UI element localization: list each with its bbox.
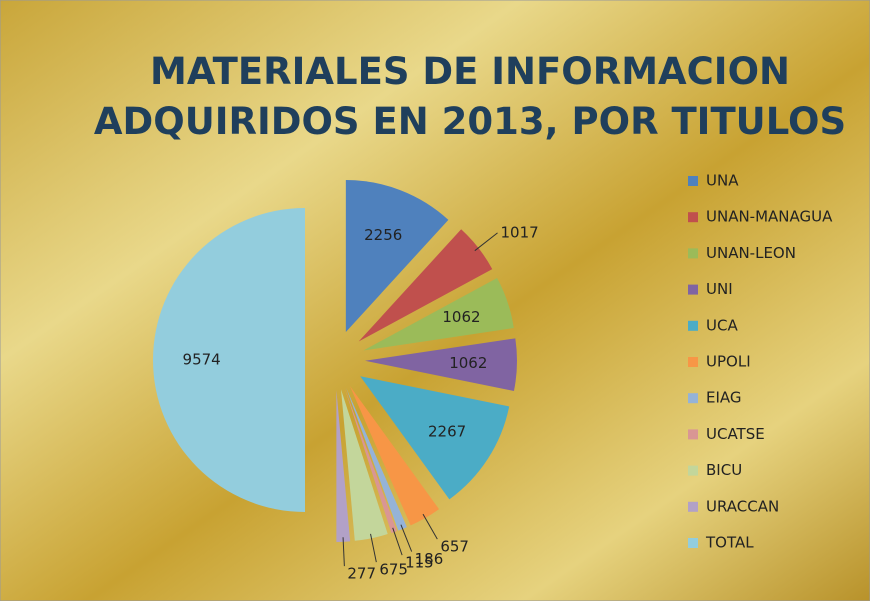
pie-slice xyxy=(344,388,397,534)
legend-label: UNI xyxy=(706,280,733,298)
data-label: 115 xyxy=(405,554,434,572)
legend-label: UCA xyxy=(706,316,738,334)
legend-swatch xyxy=(688,501,698,512)
leader-line xyxy=(392,527,403,556)
data-label: 1062 xyxy=(449,354,487,372)
legend-label: EIAG xyxy=(706,389,742,407)
legend-swatch xyxy=(688,357,698,367)
pie-slice xyxy=(153,208,305,512)
legend-label: URACCAN xyxy=(706,497,779,515)
chart-title: MATERIALES DE INFORMACION ADQUIRIDOS EN 2… xyxy=(94,50,846,143)
legend-label: BICU xyxy=(706,461,742,479)
leader-line xyxy=(400,524,413,552)
data-label: 675 xyxy=(379,561,408,579)
leader-line xyxy=(370,533,377,563)
pie-slice xyxy=(349,386,440,526)
legend-label: UNAN-LEON xyxy=(706,244,796,262)
leader-line xyxy=(342,537,345,567)
legend-swatch xyxy=(688,176,698,186)
legend-swatch xyxy=(688,538,698,548)
leader-line xyxy=(422,513,438,540)
chart-title: MATERIALES DE INFORMACION ADQUIRIDOS EN 2… xyxy=(94,50,846,143)
leader-line xyxy=(474,232,498,252)
legend-label: TOTAL xyxy=(705,534,754,552)
legend-swatch xyxy=(688,393,698,404)
pie-slice xyxy=(364,338,517,391)
legend-label: UPOLI xyxy=(706,353,751,371)
data-label: 2256 xyxy=(364,226,402,244)
pie-slice xyxy=(346,387,407,531)
legend-swatch xyxy=(688,248,698,259)
pie-slice xyxy=(341,389,388,541)
legend-swatch xyxy=(688,212,698,223)
data-label: 657 xyxy=(440,538,469,556)
pie-slice xyxy=(360,376,510,500)
data-label: 1017 xyxy=(501,223,539,241)
legend-label: UNAN-MANAGUA xyxy=(706,208,833,226)
legend-swatch xyxy=(688,284,698,295)
data-label: 9574 xyxy=(183,351,221,369)
data-label: 2267 xyxy=(428,423,466,441)
pie-slice xyxy=(345,180,449,333)
data-label: 186 xyxy=(415,550,444,568)
data-label: 1062 xyxy=(442,308,480,326)
legend-swatch xyxy=(688,465,698,476)
legend-label: UNA xyxy=(706,172,739,190)
pie-slice xyxy=(358,229,493,342)
legend: UNA UNAN-MANAGUA UNAN-LEON UNI UCA UPOLI EIAG U… xyxy=(688,172,833,552)
pie-slice xyxy=(363,278,514,351)
pie-slice xyxy=(336,389,351,542)
data-label: 277 xyxy=(347,565,376,583)
legend-swatch xyxy=(688,429,698,440)
legend-label: UCATSE xyxy=(706,425,765,443)
legend-swatch xyxy=(688,320,698,331)
